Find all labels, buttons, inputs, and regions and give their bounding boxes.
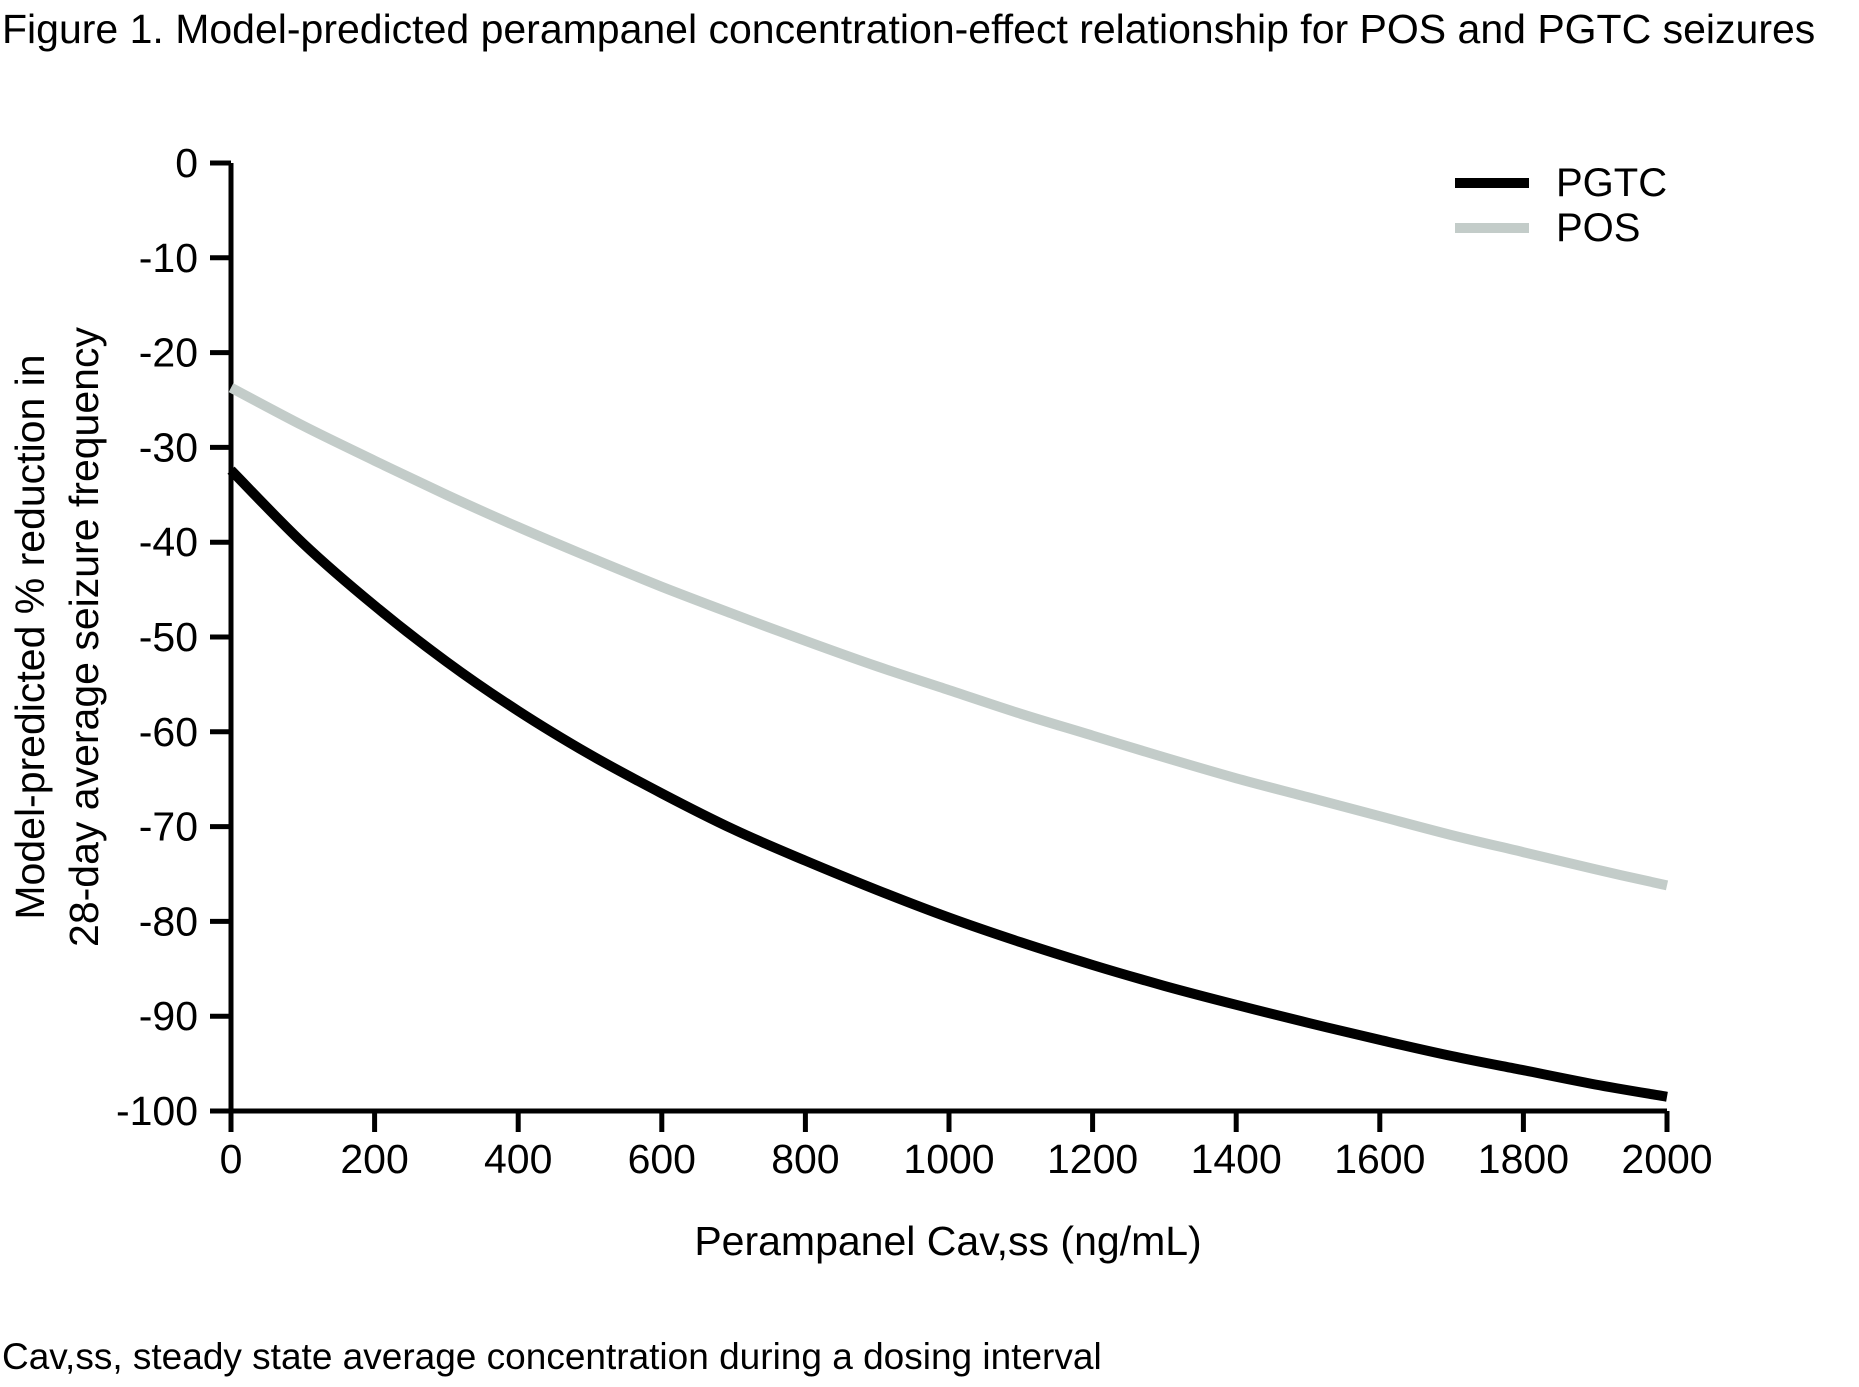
x-tick-label: 800: [771, 1136, 839, 1182]
pos-curve: [228, 383, 1669, 891]
x-tick-label: 1200: [1047, 1136, 1138, 1182]
footnote: Cav,ss, steady state average concentrati…: [2, 1336, 1102, 1377]
x-tick-label: 1600: [1334, 1136, 1425, 1182]
x-tick-label: 2000: [1621, 1136, 1712, 1182]
y-tick-label: -20: [139, 330, 198, 376]
y-tick-label: -10: [139, 235, 198, 281]
x-tick-label: 400: [484, 1136, 552, 1182]
x-axis-label: Perampanel Cav,ss (ng/mL): [694, 1218, 1202, 1264]
legend-label-pgtc: PGTC: [1556, 160, 1668, 205]
y-tick-label: -30: [139, 424, 198, 470]
x-tick-label: 1400: [1191, 1136, 1282, 1182]
x-tick-label: 0: [220, 1136, 243, 1182]
figure-title: Figure 1. Model-predicted perampanel con…: [2, 6, 1816, 52]
y-tick-label: -100: [116, 1088, 198, 1134]
y-tick-label: -80: [139, 898, 198, 944]
axis-lines: [228, 163, 1667, 1114]
pgtc-curve: [227, 466, 1668, 1102]
x-tick-label: 1000: [903, 1136, 994, 1182]
pgtc-line-swatch: [1455, 178, 1529, 188]
x-tick-label: 1800: [1478, 1136, 1569, 1182]
x-tick-label: 200: [340, 1136, 408, 1182]
pos-line-swatch: [1455, 223, 1529, 233]
y-tick-label: -40: [139, 519, 198, 565]
y-tick-label: -60: [139, 709, 198, 755]
legend-item-pgtc: PGTC: [1455, 160, 1667, 206]
y-tick-label: 0: [175, 140, 198, 186]
y-tick-label: -90: [139, 993, 198, 1039]
legend-label-pos: POS: [1556, 205, 1641, 250]
x-tick-label: 600: [628, 1136, 696, 1182]
y-tick-label: -70: [139, 804, 198, 850]
y-tick-label: -50: [139, 614, 198, 660]
legend-item-pos: POS: [1455, 205, 1640, 251]
